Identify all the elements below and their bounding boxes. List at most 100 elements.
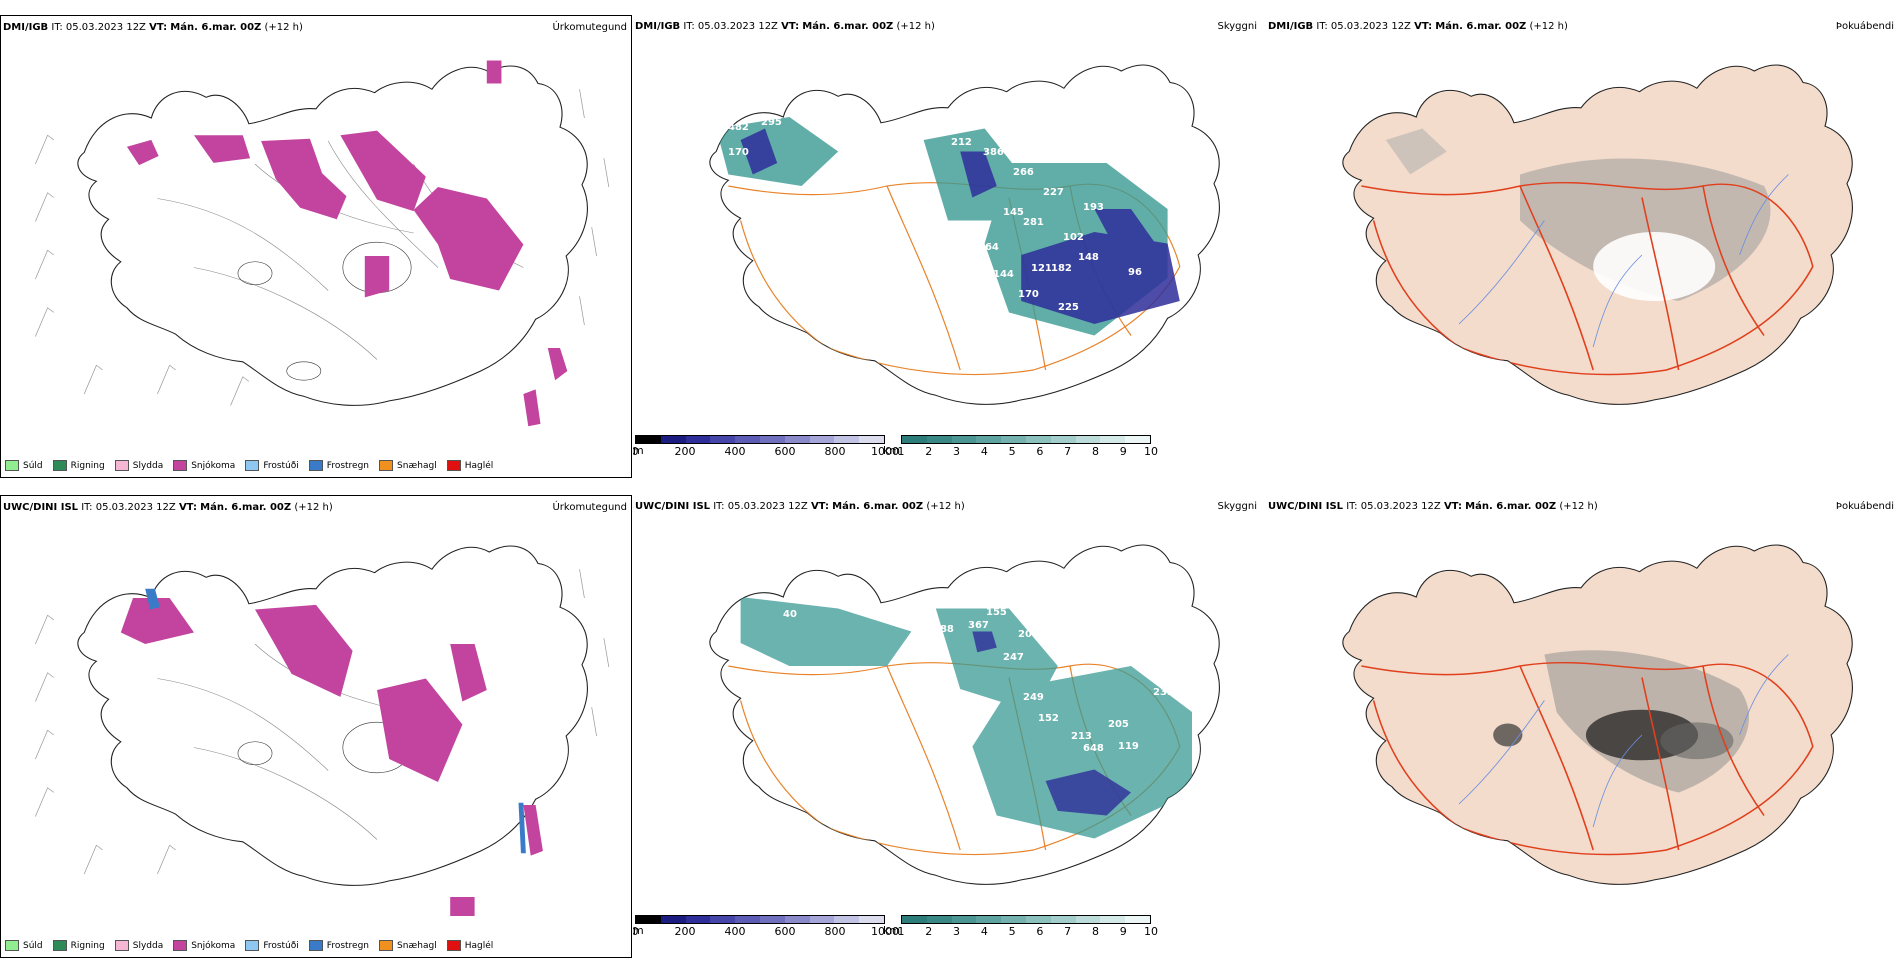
- legend-label: Slydda: [132, 460, 164, 471]
- legend-label: Rigning: [70, 940, 105, 951]
- visibility-value-label: 119: [1118, 741, 1139, 752]
- panel-header: UWC/DINI ISL IT: 05.03.2023 12Z VT: Mán.…: [3, 502, 333, 513]
- precip-map: [35, 545, 610, 916]
- visibility-value-label: 170: [728, 147, 749, 158]
- visibility-value-label: 205: [933, 112, 954, 123]
- colorbar-segment: [1050, 916, 1076, 923]
- visibility-value-label: 367: [968, 620, 989, 631]
- legend-item: Slydda: [114, 940, 163, 951]
- legend-item: Súld: [5, 460, 43, 471]
- colorbar-segment: [636, 436, 661, 443]
- colorbar-segment: [926, 436, 952, 443]
- colorbar-segment: [685, 436, 711, 443]
- colorbar-tick: 2: [925, 925, 933, 938]
- colorbar-segment: [1001, 916, 1026, 923]
- colorbar-segment: [902, 436, 927, 443]
- colorbar-tick: 6: [1036, 925, 1044, 938]
- colorbar-segment: [636, 916, 661, 923]
- legend-item: Frostúði: [245, 940, 299, 951]
- visibility-value-label: 227: [1043, 187, 1064, 198]
- visibility-value-label: 145: [1003, 207, 1024, 218]
- legend-swatch: [308, 940, 323, 951]
- visibility-value-label: 148: [1078, 252, 1099, 263]
- visibility-value-label: 968: [1133, 37, 1154, 48]
- panel-title: Skyggni: [1217, 21, 1257, 32]
- visibility-value-label: 266: [1013, 167, 1034, 178]
- colorbar-tick: 3: [953, 445, 961, 458]
- colorbar-tick: 7: [1064, 445, 1072, 458]
- colorbar-segment: [710, 916, 736, 923]
- colorbar-segment: [1075, 436, 1101, 443]
- colorbar-tick: 5: [1008, 925, 1016, 938]
- colorbar-tick: 400: [724, 445, 746, 458]
- panel-title: Úrkomutegund: [552, 502, 627, 513]
- legend-swatch: [173, 940, 188, 951]
- visibility-value-label: 386: [983, 147, 1004, 158]
- colorbar-segment: [809, 916, 835, 923]
- visibility-value-label: 155: [986, 607, 1007, 618]
- colorbar-tick: 200: [674, 445, 696, 458]
- precip-type-legend: Súld Rigning Slydda Snjókoma Frostúði Frostre…: [5, 460, 493, 471]
- legend-label: Frostregn: [326, 940, 370, 951]
- visibility-value-label: 247: [1003, 652, 1024, 663]
- colorbar-segment: [685, 916, 711, 923]
- legend-swatch: [446, 940, 461, 951]
- legend-swatch: [52, 460, 67, 471]
- colorbar-segment: [735, 436, 760, 443]
- visibility-colorbar: 1 2 3 4 5 6 7 8 9 10 km: [883, 915, 1158, 938]
- panel-header: DMI/IGB IT: 05.03.2023 12Z VT: Mán. 6.ma…: [1268, 21, 1568, 32]
- visibility-value-label: 170: [1018, 289, 1039, 300]
- legend-item: Haglél: [446, 460, 493, 471]
- visibility-value-label: 164: [978, 242, 999, 253]
- colorbar-segment: [1075, 916, 1101, 923]
- legend-item: Snæhagl: [379, 940, 437, 951]
- colorbar-tick: 3: [953, 925, 961, 938]
- panel-header: UWC/DINI ISL IT: 05.03.2023 12Z VT: Mán.…: [1268, 501, 1598, 512]
- ceiling-colorbar: 0 200 400 600 800 1000 m: [633, 915, 899, 938]
- visibility-value-label: 213: [1071, 731, 1092, 742]
- legend-item: Snjókoma: [173, 460, 235, 471]
- panel-title: Þokuábendi: [1835, 21, 1894, 32]
- legend-item: Snjókoma: [173, 940, 235, 951]
- legend-item: Rigning: [52, 940, 105, 951]
- visibility-value-label: 122: [968, 255, 989, 266]
- legend-swatch: [5, 940, 19, 951]
- visibility-value-label: 212: [951, 137, 972, 148]
- legend-swatch: [379, 460, 394, 471]
- colorbar-tick: 600: [774, 445, 796, 458]
- fog-index-panel-bottom: UWC/DINI ISL IT: 05.03.2023 12Z VT: Mán.…: [1266, 495, 1898, 958]
- legend-item: Snæhagl: [379, 460, 437, 471]
- legend-swatch: [114, 460, 129, 471]
- colorbar-tick: 2: [925, 445, 933, 458]
- colorbar-tick: 8: [1091, 925, 1099, 938]
- legend-label: Snæhagl: [397, 460, 437, 471]
- colorbar-segment: [759, 436, 785, 443]
- legend-swatch: [379, 940, 394, 951]
- visibility-value-label: 172: [938, 597, 959, 608]
- legend-swatch: [308, 460, 323, 471]
- colorbar-segment: [1050, 436, 1076, 443]
- panel-title: Skyggni: [1217, 501, 1257, 512]
- colorbar-tick: 6: [1036, 445, 1044, 458]
- colorbar-tick: 8: [1091, 445, 1099, 458]
- colorbar-segment: [1100, 916, 1126, 923]
- colorbar-segment: [1125, 436, 1150, 443]
- visibility-value-label: 249: [1023, 692, 1044, 703]
- colorbar-tick: 1000: [871, 445, 899, 458]
- fog-map: [1342, 544, 1853, 886]
- visibility-panel-bottom: UWC/DINI ISL IT: 05.03.2023 12Z VT: Mán.…: [633, 495, 1265, 958]
- colorbar-segment: [809, 436, 835, 443]
- legend-label: Frostregn: [326, 460, 370, 471]
- panel-header: UWC/DINI ISL IT: 05.03.2023 12Z VT: Mán.…: [635, 501, 965, 512]
- visibility-colorbar: 1 2 3 4 5 6 7 8 9 10 km: [883, 435, 1158, 458]
- colorbar-tick: 800: [824, 445, 846, 458]
- colorbar-segment: [902, 916, 927, 923]
- legend-label: Frostúði: [263, 940, 299, 951]
- colorbar-segment: [710, 436, 736, 443]
- precip-type-panel-top: DMI/IGB IT: 05.03.2023 12Z VT: Mán. 6.ma…: [0, 15, 632, 478]
- visibility-value-label: 295: [761, 117, 782, 128]
- colorbar-segment: [784, 436, 810, 443]
- legend-label: Rigning: [70, 460, 105, 471]
- panel-title: Úrkomutegund: [552, 22, 627, 33]
- colorbar-tick: 10: [1144, 925, 1158, 938]
